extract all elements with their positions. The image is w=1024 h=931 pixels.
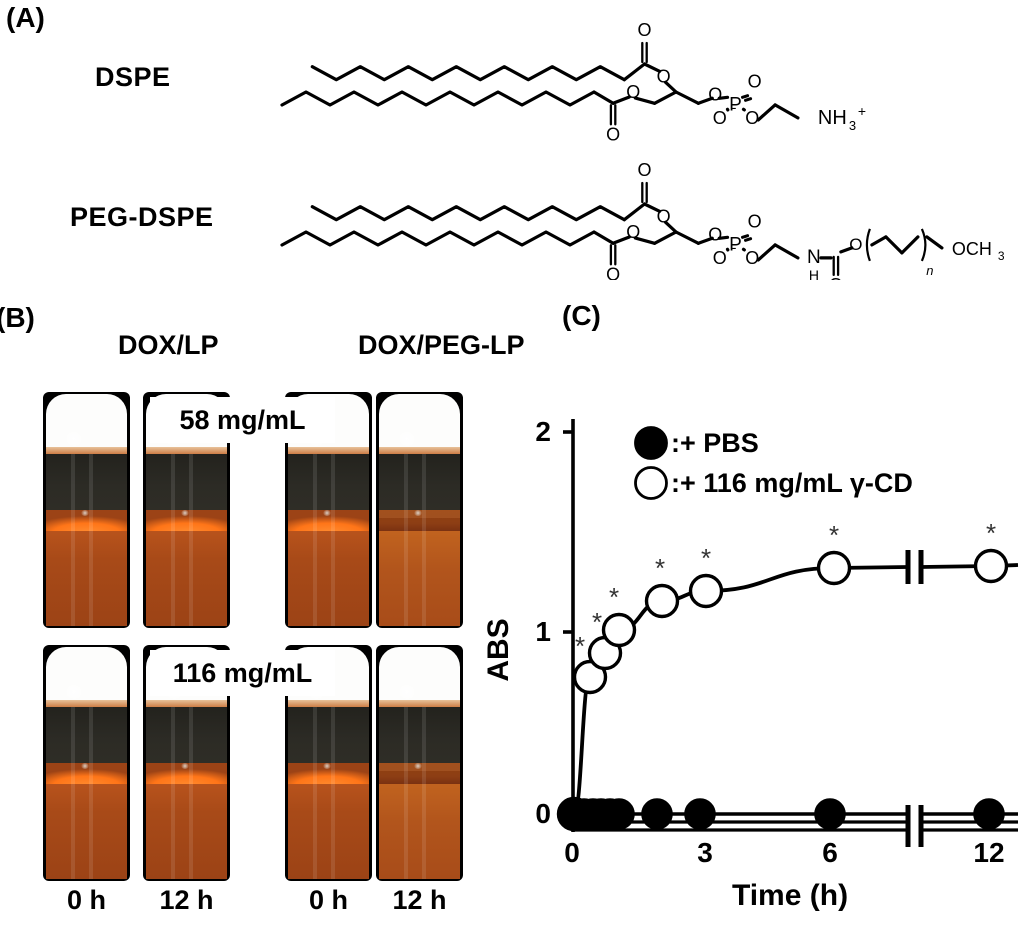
svg-text:*: * [701,543,711,573]
svg-text:1: 1 [535,616,551,647]
svg-text::+ 116 mg/mL γ-CD: :+ 116 mg/mL γ-CD [671,468,913,498]
svg-text:3: 3 [697,837,713,868]
svg-text:Time (h): Time (h) [732,879,848,912]
svg-text:*: * [592,607,602,637]
svg-text:*: * [829,520,839,550]
svg-text:6: 6 [822,837,838,868]
svg-text::+ PBS: :+ PBS [671,428,759,458]
svg-text:0: 0 [564,837,580,868]
svg-text:2: 2 [535,416,551,447]
svg-text:0: 0 [535,798,551,829]
svg-text:12: 12 [973,837,1004,868]
svg-text:ABS: ABS [482,618,515,681]
svg-text:*: * [575,631,585,661]
svg-text:*: * [655,553,665,583]
svg-text:*: * [986,518,996,548]
svg-text:*: * [609,582,619,612]
